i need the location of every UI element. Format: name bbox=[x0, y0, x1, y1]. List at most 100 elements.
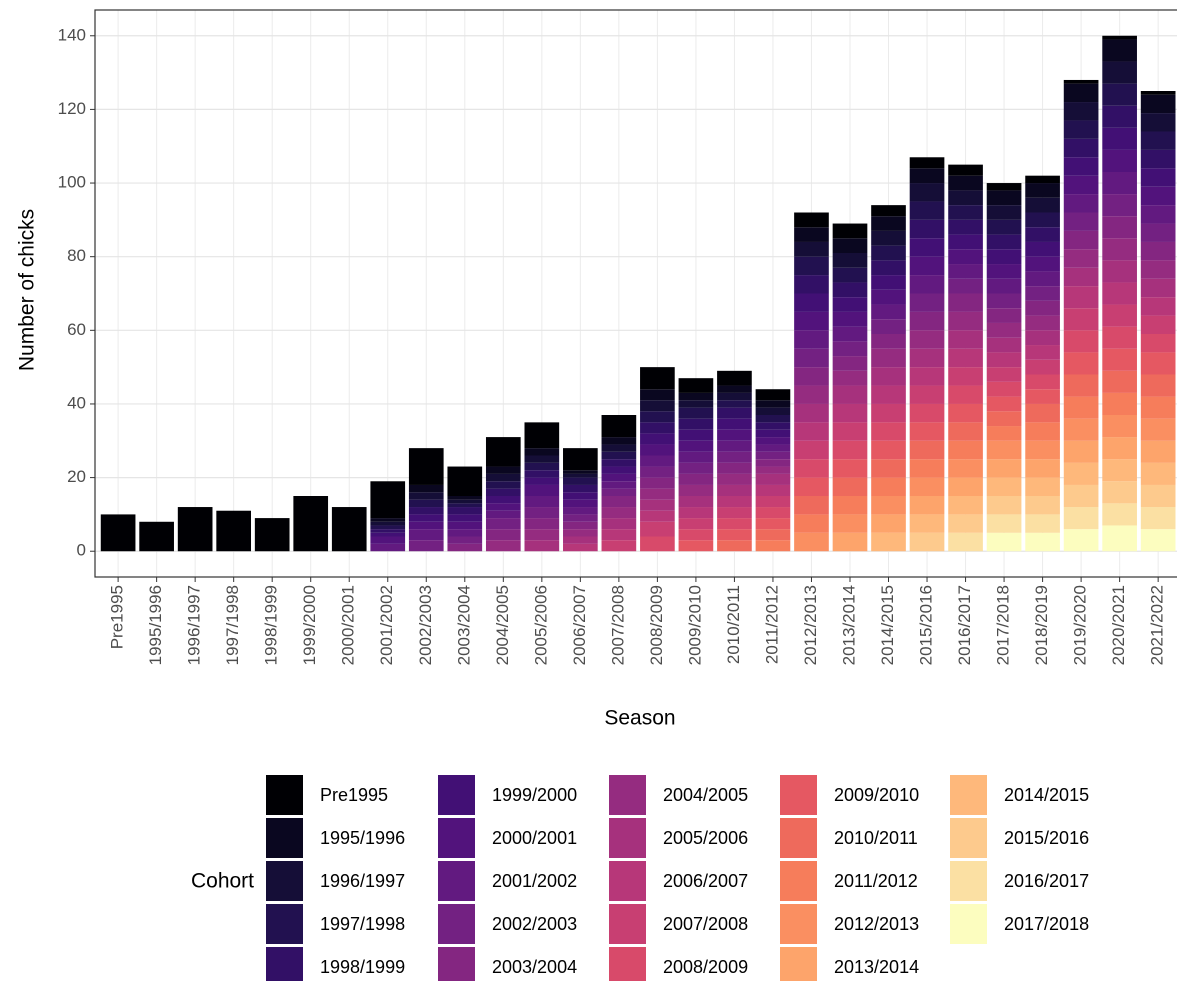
bar-segment bbox=[1140, 113, 1176, 132]
legend-key bbox=[950, 904, 987, 944]
legend-label: 2013/2014 bbox=[834, 957, 919, 977]
bar-segment bbox=[1140, 131, 1176, 150]
bar-segment bbox=[832, 477, 868, 496]
bar-segment bbox=[563, 448, 598, 471]
bar-segment bbox=[948, 264, 983, 279]
legend-key bbox=[950, 818, 987, 858]
bar-segment bbox=[986, 396, 1022, 412]
bar-segment bbox=[139, 521, 174, 552]
legend-label: 1996/1997 bbox=[320, 871, 405, 891]
bar-segment bbox=[1102, 459, 1137, 482]
bar-segment bbox=[485, 510, 521, 519]
bar-segment bbox=[678, 529, 714, 541]
bar-segment bbox=[832, 297, 868, 312]
bar-segment bbox=[948, 293, 983, 312]
bar-segment bbox=[601, 444, 637, 452]
bar-segment bbox=[832, 223, 868, 239]
bar-segment bbox=[755, 473, 791, 485]
bar-segment bbox=[485, 540, 521, 552]
bar-segment bbox=[986, 352, 1022, 368]
bar-segment bbox=[1102, 238, 1137, 261]
bar-segment bbox=[640, 400, 675, 412]
bar-segment bbox=[755, 459, 791, 467]
bar-segment bbox=[986, 322, 1022, 338]
bar-segment bbox=[871, 245, 906, 261]
x-tick-label: 2004/2005 bbox=[493, 585, 512, 665]
bar-segment bbox=[986, 532, 1022, 552]
bar-segment bbox=[177, 507, 213, 552]
bar-segment bbox=[1025, 496, 1060, 515]
bar-segment bbox=[1063, 308, 1099, 331]
bar-segment bbox=[832, 238, 868, 253]
bar-segment bbox=[986, 367, 1022, 382]
bar-segment bbox=[871, 440, 906, 460]
legend-key bbox=[266, 947, 303, 981]
legend-label: 1998/1999 bbox=[320, 957, 405, 977]
bar-segment bbox=[948, 459, 983, 478]
bar-segment bbox=[717, 518, 752, 530]
x-tick-label: 2005/2006 bbox=[531, 585, 550, 665]
bar-segment bbox=[794, 496, 829, 515]
legend-key bbox=[438, 861, 475, 901]
bar-segment bbox=[948, 278, 983, 294]
bar-segment bbox=[1025, 315, 1060, 331]
bar-segment bbox=[986, 264, 1022, 279]
legend-key bbox=[950, 861, 987, 901]
bar-segment bbox=[1102, 35, 1137, 40]
bar-segment bbox=[1140, 352, 1176, 375]
bar-segment bbox=[832, 496, 868, 515]
legend-key bbox=[609, 861, 646, 901]
bar-segment bbox=[563, 477, 598, 485]
bar-segment bbox=[871, 459, 906, 478]
bar-segment bbox=[370, 529, 406, 533]
bar-segment bbox=[832, 282, 868, 298]
legend-label: 2007/2008 bbox=[663, 914, 748, 934]
bar-segment bbox=[717, 418, 752, 430]
bar-segment bbox=[1140, 529, 1176, 552]
legend-key bbox=[438, 775, 475, 815]
bar-segment bbox=[832, 514, 868, 533]
bar-segment bbox=[447, 514, 483, 522]
bar-segment bbox=[717, 400, 752, 408]
bar-segment bbox=[563, 507, 598, 515]
legend-label: 2011/2012 bbox=[834, 871, 918, 891]
bar-segment bbox=[370, 532, 406, 537]
bar-segment bbox=[1102, 216, 1137, 239]
bar-segment bbox=[601, 529, 637, 541]
bar-segment bbox=[563, 484, 598, 493]
bar-segment bbox=[871, 496, 906, 515]
x-tick-label: 2014/2015 bbox=[878, 585, 897, 665]
bar-segment bbox=[986, 411, 1022, 427]
bar-segment bbox=[563, 543, 598, 552]
bar-segment bbox=[1025, 175, 1060, 184]
bar-segment bbox=[524, 462, 560, 471]
bar-segment bbox=[601, 459, 637, 467]
bar-segment bbox=[524, 484, 560, 496]
x-tick-label: Pre1995 bbox=[108, 585, 127, 649]
bar-segment bbox=[370, 518, 406, 522]
legend-key bbox=[609, 818, 646, 858]
bar-segment bbox=[794, 403, 829, 423]
bar-segment bbox=[640, 510, 675, 522]
legend-key bbox=[609, 904, 646, 944]
bar-segment bbox=[640, 477, 675, 489]
bar-segment bbox=[794, 241, 829, 257]
bar-segment bbox=[1025, 459, 1060, 478]
bar-segment bbox=[717, 370, 752, 386]
bar-segment bbox=[601, 466, 637, 474]
bar-segment bbox=[794, 256, 829, 276]
bar-segment bbox=[678, 418, 714, 430]
bar-segment bbox=[601, 437, 637, 445]
bar-segment bbox=[832, 385, 868, 404]
bar-segment bbox=[601, 540, 637, 552]
bar-segment bbox=[1025, 256, 1060, 272]
bar-segment bbox=[1140, 297, 1176, 316]
bar-segment bbox=[717, 385, 752, 393]
x-tick-label: 2013/2014 bbox=[839, 585, 858, 665]
bar-segment bbox=[1102, 61, 1137, 84]
bar-segment bbox=[408, 514, 444, 522]
bar-segment bbox=[678, 473, 714, 485]
y-tick-label: 40 bbox=[67, 393, 86, 412]
bar-segment bbox=[678, 407, 714, 419]
bar-segment bbox=[1025, 422, 1060, 441]
